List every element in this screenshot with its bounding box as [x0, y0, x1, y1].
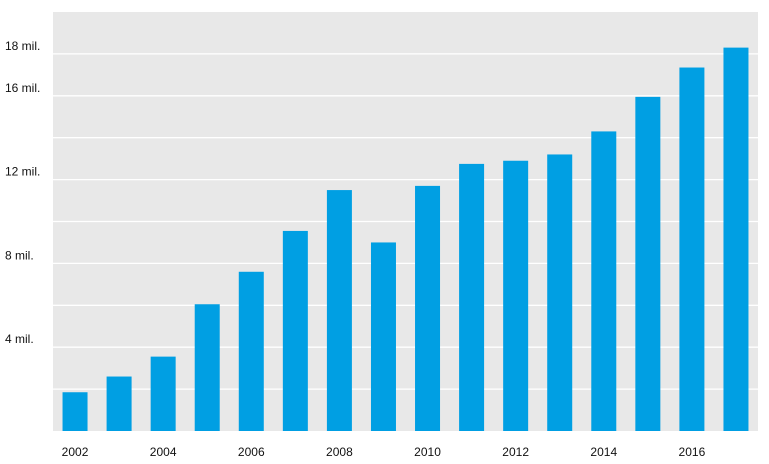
bar-2004	[150, 356, 176, 431]
bar-2014	[591, 131, 617, 432]
x-tick-label: 2012	[502, 445, 529, 459]
bar-2013	[547, 154, 573, 431]
bar-2016	[679, 67, 705, 431]
y-tick-label: 12 mil.	[5, 165, 40, 179]
y-tick-label: 8 mil.	[5, 248, 34, 262]
y-tick-label: 4 mil.	[5, 332, 34, 346]
bar-2011	[459, 163, 485, 431]
x-tick-label: 2010	[414, 445, 441, 459]
x-tick-label: 2008	[326, 445, 353, 459]
bar-2008	[326, 190, 352, 431]
x-tick-label: 2004	[150, 445, 177, 459]
y-tick-label: 16 mil.	[5, 81, 40, 95]
x-tick-label: 2006	[238, 445, 265, 459]
bar-2009	[370, 242, 396, 431]
x-tick-label: 2016	[679, 445, 706, 459]
bars	[62, 47, 749, 432]
y-tick-label: 18 mil.	[5, 39, 40, 53]
bar-2007	[282, 230, 308, 431]
x-axis-labels: 2002 2004 2006 2008 2010 2012 2014 2016	[62, 445, 706, 459]
bar-2005	[194, 304, 220, 431]
bar-2015	[635, 96, 661, 431]
bar-2003	[106, 376, 132, 431]
x-tick-label: 2014	[590, 445, 617, 459]
y-axis-labels: 4 mil. 8 mil. 12 mil. 16 mil. 18 mil.	[5, 39, 40, 346]
bar-2012	[503, 160, 529, 431]
x-tick-label: 2002	[62, 445, 89, 459]
bar-2010	[415, 185, 441, 431]
bar-2006	[238, 271, 264, 431]
bar-2017	[723, 47, 749, 432]
bar-2002	[62, 392, 88, 431]
